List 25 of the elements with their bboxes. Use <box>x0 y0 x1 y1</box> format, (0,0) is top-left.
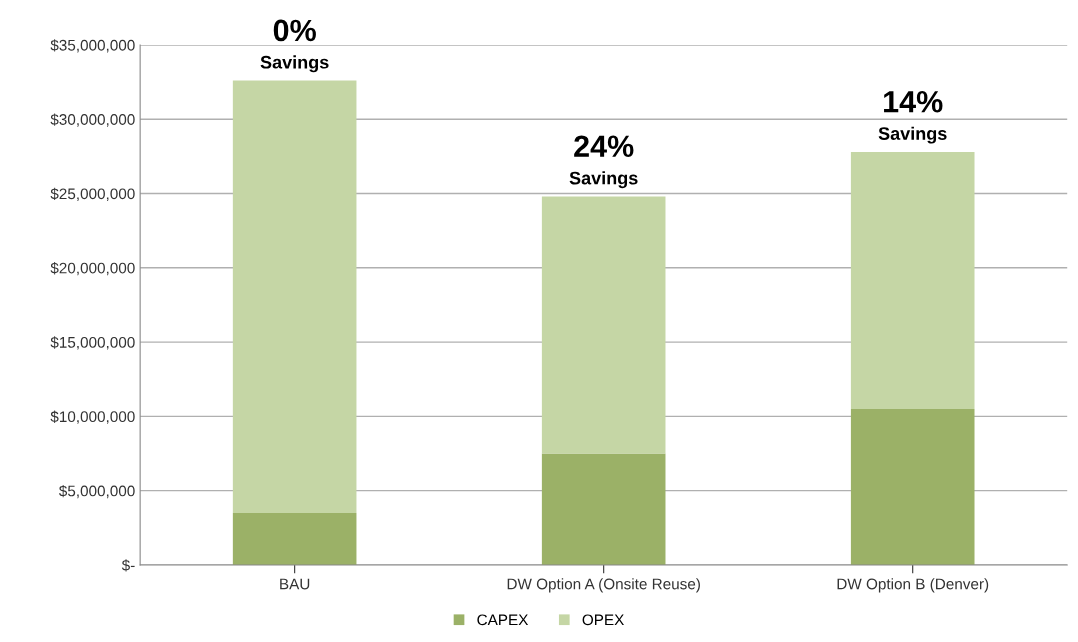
legend-label: CAPEX <box>477 614 529 626</box>
annotation: 24% <box>574 135 634 158</box>
y-tick-label: $20,000,000 <box>50 262 135 276</box>
annotation: 0% <box>273 19 316 42</box>
y-tick-label: $30,000,000 <box>50 113 135 127</box>
y-tick-label: $10,000,000 <box>50 410 135 424</box>
y-tick-label: $5,000,000 <box>58 484 135 499</box>
bar <box>541 453 666 565</box>
y-tick-label: $15,000,000 <box>50 336 135 350</box>
bar <box>232 80 357 513</box>
annotation: Savings <box>878 126 947 144</box>
x-tick-label: BAU <box>280 578 310 590</box>
bar <box>850 151 975 409</box>
annotation: Savings <box>569 171 638 189</box>
y-tick-label: $- <box>121 559 135 572</box>
bar <box>850 408 975 565</box>
annotation: 14% <box>884 90 943 113</box>
bar <box>232 512 357 565</box>
bar <box>541 196 666 454</box>
legend-label: OPEX <box>582 614 624 626</box>
x-tick-label: DW Option B (Denver) <box>837 578 989 593</box>
y-tick-label: $25,000,000 <box>50 187 135 202</box>
x-tick-label: DW Option A (Onsite Reuse) <box>507 578 700 593</box>
y-tick-label: $35,000,000 <box>50 39 135 53</box>
annotation: Savings <box>260 55 329 73</box>
